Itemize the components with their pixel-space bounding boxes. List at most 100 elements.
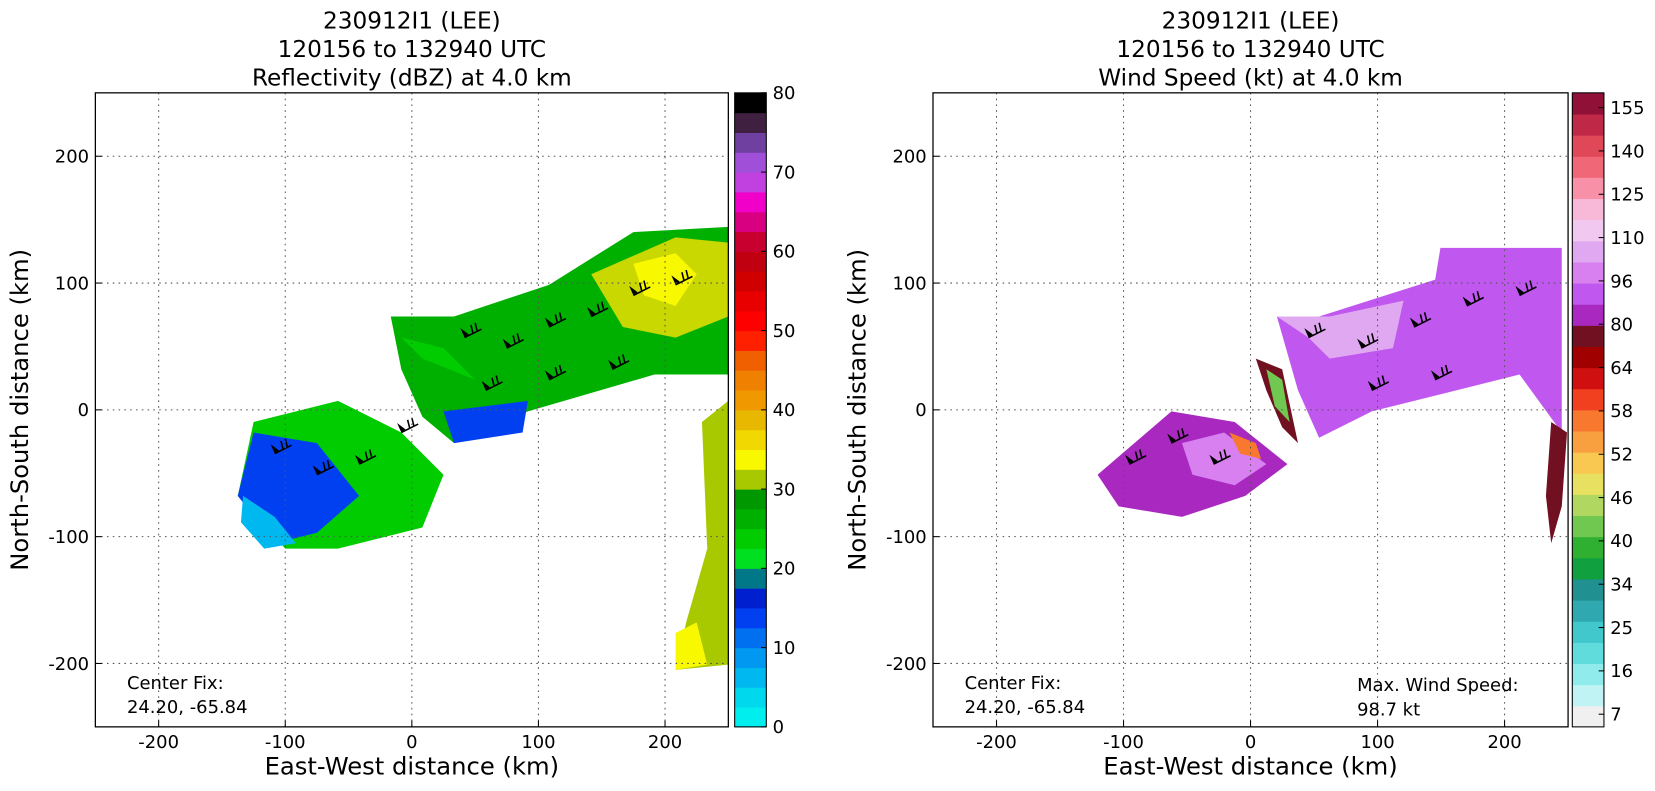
colorbar-cell (734, 350, 767, 371)
colorbar-cell (1572, 684, 1604, 707)
colorbar-frame (1571, 92, 1605, 728)
annotation: 24.20, -65.84 (965, 697, 1085, 718)
colorbar-cell (734, 132, 767, 153)
colorbar-cell (734, 390, 767, 411)
y-tick-label: -200 (886, 654, 927, 675)
plot-frame (94, 92, 729, 728)
colorbar-cell (734, 489, 767, 510)
colorbar-cell (734, 370, 767, 391)
y-tick-label: 100 (55, 273, 89, 294)
colorbar-tick-label: 155 (1610, 98, 1644, 119)
colorbar-cell (734, 687, 767, 708)
colorbar-tick-label: 20 (773, 559, 796, 580)
colorbar-cell (734, 330, 767, 351)
x-tick-label: 0 (1245, 732, 1256, 753)
y-tick-label: 200 (55, 147, 89, 168)
chart-title: Wind Speed (kt) at 4.0 km (1098, 64, 1403, 91)
colorbar-tick-label: 40 (1610, 531, 1633, 552)
y-tick-label: 0 (915, 400, 926, 421)
wind-speed-field (1097, 247, 1568, 544)
chart-title: 120156 to 132940 UTC (1116, 36, 1384, 63)
colorbar-cell (734, 469, 767, 490)
colorbar-cell (1572, 325, 1604, 347)
colorbar-cell (1572, 452, 1604, 474)
colorbar-cell (734, 449, 767, 470)
colorbar-cell (1572, 409, 1604, 432)
colorbar-tick-label: 96 (1610, 271, 1633, 292)
x-axis-label: East-West distance (km) (1103, 751, 1397, 780)
colorbar-cell (1572, 642, 1604, 664)
colorbar-cell (1572, 600, 1604, 622)
x-tick-label: -100 (265, 732, 306, 753)
colorbar-cell (734, 92, 767, 114)
colorbar-cell (1572, 240, 1604, 263)
colorbar-cell (734, 409, 767, 431)
annotation: 98.7 kt (1357, 699, 1420, 720)
colorbar-cell (1572, 515, 1604, 538)
colorbar-tick-label: 34 (1610, 575, 1633, 596)
colorbar-cell (734, 152, 767, 173)
colorbar-cell (734, 588, 767, 609)
colorbar-cell (1572, 198, 1604, 221)
chart-title: Reflectivity (dBZ) at 4.0 km (252, 64, 572, 91)
y-tick-label: 0 (78, 400, 89, 421)
x-tick-label: -100 (1103, 732, 1144, 753)
colorbar-cell (734, 172, 767, 193)
y-tick-label: -100 (886, 527, 927, 548)
x-tick-label: 100 (1360, 732, 1394, 753)
colorbar-cell (1572, 388, 1604, 411)
annotation: 24.20, -65.84 (127, 697, 247, 718)
colorbar-tick-label: 60 (773, 242, 796, 263)
colorbar-cell (734, 548, 767, 569)
colorbar-cell (734, 667, 767, 688)
colorbar-cell (1572, 135, 1604, 157)
colorbar-cell (1572, 536, 1604, 559)
colorbar-cell (1572, 156, 1604, 178)
colorbar-cell (734, 429, 767, 451)
colorbar-cell (1572, 663, 1604, 686)
colorbar-cell (734, 290, 767, 312)
colorbar-tick-label: 58 (1610, 401, 1633, 422)
y-tick-label: -200 (48, 654, 89, 675)
colorbar-cell (1572, 177, 1604, 200)
x-tick-label: 100 (521, 732, 555, 753)
colorbar-tick-label: 30 (773, 479, 796, 500)
colorbar-cell (1572, 705, 1604, 728)
colorbar-cell (734, 112, 767, 133)
colorbar-cell (1572, 283, 1604, 305)
colorbar-cell (734, 607, 767, 629)
colorbar-tick-label: 7 (1610, 705, 1621, 726)
y-axis-label: North-South distance (km) (842, 249, 871, 571)
colorbar-cell (734, 211, 767, 233)
chart-title: 230912I1 (LEE) (1162, 7, 1340, 34)
y-tick-label: 200 (892, 147, 926, 168)
colorbar-tick-label: 25 (1610, 618, 1633, 639)
colorbar-cell (1572, 621, 1604, 643)
x-tick-label: 200 (1487, 732, 1521, 753)
colorbar-cell (734, 647, 767, 668)
colorbar-tick-label: 80 (1610, 315, 1633, 336)
colorbar-cell (734, 707, 767, 728)
colorbar-tick-label: 16 (1610, 661, 1633, 682)
x-tick-label: -200 (138, 732, 179, 753)
x-axis-label: East-West distance (km) (265, 751, 559, 780)
colorbar-tick-label: 64 (1610, 358, 1633, 379)
colorbar-tick-label: 110 (1610, 228, 1644, 249)
y-axis-label: North-South distance (km) (5, 249, 34, 571)
reflectivity-field (237, 226, 729, 670)
colorbar-cell (734, 271, 767, 292)
colorbar-cell (734, 568, 767, 589)
colorbar-cell (734, 231, 767, 252)
colorbar-tick-label: 50 (773, 321, 796, 342)
x-tick-label: -200 (976, 732, 1017, 753)
colorbar-cell (1572, 473, 1604, 495)
colorbar-cell (1572, 219, 1604, 242)
colorbar-cell (734, 627, 767, 649)
y-tick-label: 100 (892, 273, 926, 294)
colorbar-tick-label: 40 (773, 400, 796, 421)
chart-title: 120156 to 132940 UTC (278, 36, 546, 63)
colorbar-cell (1572, 578, 1604, 601)
colorbar-tick-label: 80 (773, 83, 796, 104)
annotation: Max. Wind Speed: (1357, 675, 1518, 696)
